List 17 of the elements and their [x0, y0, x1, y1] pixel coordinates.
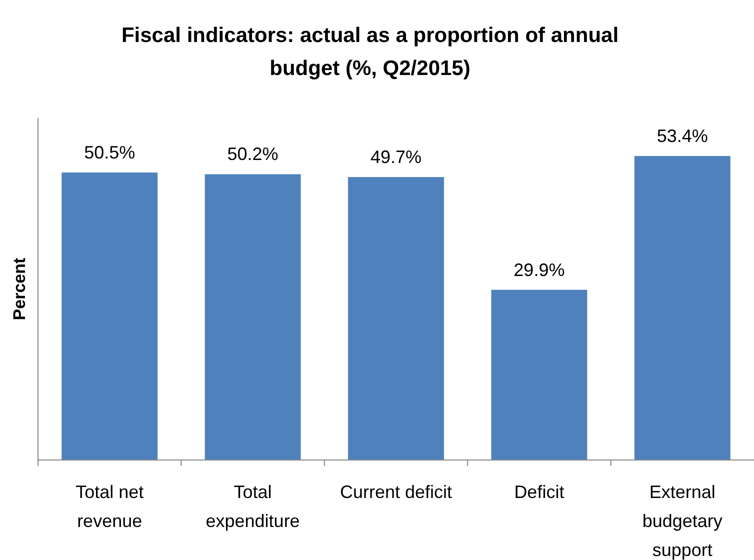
- chart-title: Fiscal indicators: actual as a proportion of annual budget (%, Q2/2015): [121, 24, 619, 80]
- bar: [634, 156, 730, 460]
- data-label: 29.9%: [514, 260, 565, 280]
- x-tick-label: Deficit: [514, 482, 564, 502]
- bar: [348, 177, 444, 460]
- y-axis-title: Percent: [10, 257, 29, 320]
- x-tick-label: External budgetary support: [642, 482, 722, 560]
- data-label: 50.5%: [84, 142, 136, 163]
- bar: [491, 290, 588, 460]
- data-label: 50.2%: [227, 144, 278, 164]
- bar: [204, 174, 301, 460]
- x-tick-label: Total expenditure: [206, 482, 300, 531]
- data-label: 53.4%: [656, 126, 708, 146]
- x-tick-label: Total net revenue: [76, 482, 144, 531]
- data-label: 49.7%: [370, 147, 422, 168]
- x-tick-label: Current deficit: [340, 482, 452, 502]
- bar: [62, 172, 158, 460]
